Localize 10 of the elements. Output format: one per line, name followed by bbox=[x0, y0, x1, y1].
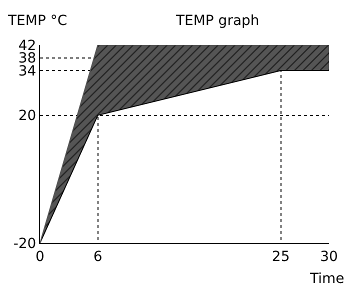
y-tick-label: -20 bbox=[13, 236, 36, 252]
x-tick-label: 25 bbox=[272, 248, 290, 265]
y-tick-label: 20 bbox=[18, 108, 36, 124]
x-tick-label: 0 bbox=[36, 248, 44, 265]
y-axis-title: TEMP °C bbox=[7, 13, 68, 29]
x-tick-label: 6 bbox=[93, 248, 102, 265]
x-tick-label: 30 bbox=[320, 248, 338, 265]
x-axis-title: Time bbox=[309, 271, 344, 287]
y-tick-label: 34 bbox=[18, 63, 36, 80]
chart-title: TEMP graph bbox=[174, 12, 260, 29]
